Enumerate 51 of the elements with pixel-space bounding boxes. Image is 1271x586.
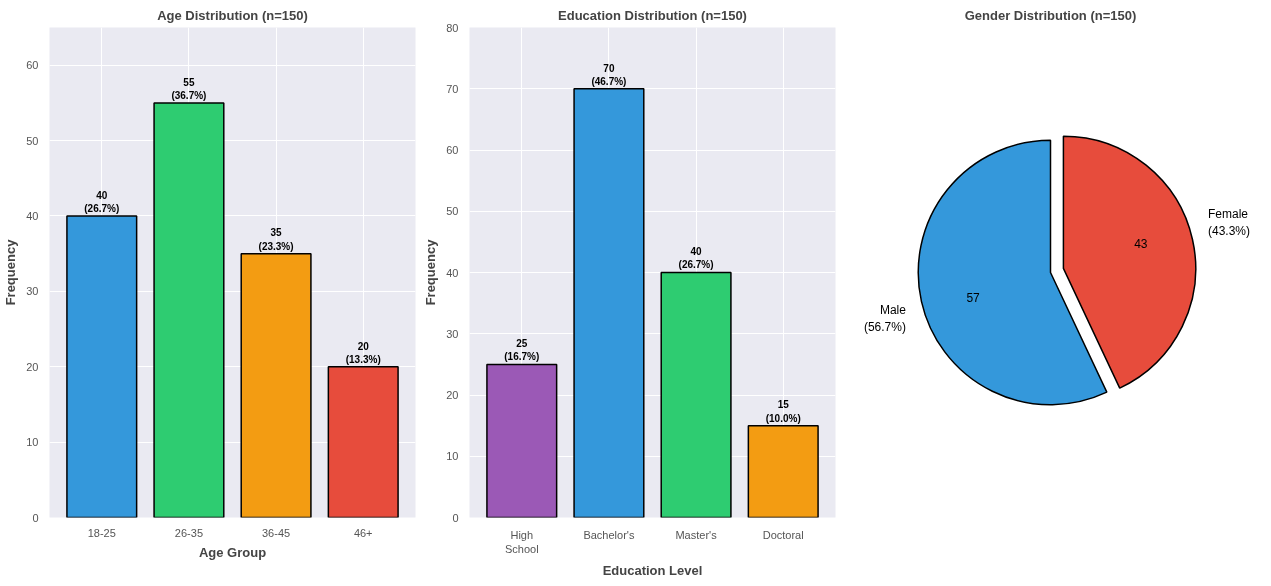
data-label: 35 (23.3%) <box>258 227 294 252</box>
bar <box>486 363 558 518</box>
bar <box>66 215 138 518</box>
slice-label: Female (43.3%) <box>1207 206 1250 238</box>
y-tick-label: 50 <box>446 205 459 218</box>
y-tick-label: 60 <box>446 144 459 156</box>
data-label: 40 (26.7%) <box>84 189 120 214</box>
y-tick-label: 0 <box>452 511 459 524</box>
bar <box>747 424 819 518</box>
chart-title: Gender Distribution (n=150) <box>964 7 1137 23</box>
y-tick-label: 50 <box>26 134 39 147</box>
x-axis-title: Age Group <box>198 544 267 560</box>
y-tick-label: 20 <box>26 360 39 373</box>
slice-label: Male (56.7%) <box>863 303 907 334</box>
y-tick-label: 40 <box>446 266 459 279</box>
y-tick-label: 60 <box>26 59 39 72</box>
chart-title: Age Distribution (n=150) <box>157 7 308 23</box>
data-label: 55 (36.7%) <box>171 76 207 101</box>
x-tick-label: 26-35 <box>174 526 203 539</box>
data-label: 25 (16.7%) <box>504 338 540 363</box>
x-tick-label: 46+ <box>353 526 373 539</box>
y-tick-label: 10 <box>446 450 459 463</box>
x-tick-label: 18-25 <box>87 526 116 539</box>
y-tick-label: 80 <box>446 21 459 34</box>
bar <box>153 102 225 518</box>
x-tick-label: Master's <box>675 528 718 541</box>
y-axis-title: Frequency <box>423 238 439 306</box>
x-tick-label: High School <box>504 528 539 555</box>
data-label: 15 (10.0%) <box>765 399 801 424</box>
y-tick-label: 0 <box>32 511 39 524</box>
data-label: 40 (26.7%) <box>678 246 714 271</box>
y-tick-label: 40 <box>26 209 39 222</box>
data-label: 20 (13.3%) <box>345 340 381 365</box>
y-axis-title: Frequency <box>3 238 19 306</box>
data-label: 43 <box>1134 237 1148 252</box>
y-tick-label: 70 <box>446 82 459 95</box>
y-tick-label: 20 <box>446 389 459 401</box>
y-tick-label: 30 <box>26 285 39 298</box>
bar <box>660 271 732 518</box>
x-tick-label: 36-45 <box>262 526 291 539</box>
y-tick-label: 10 <box>26 436 39 449</box>
bar <box>573 88 645 518</box>
x-axis-title: Education Level <box>602 562 703 578</box>
data-label: 57 <box>966 290 981 305</box>
x-tick-label: Doctoral <box>762 528 804 541</box>
y-tick-label: 30 <box>446 327 459 340</box>
bar <box>240 252 312 518</box>
bar <box>327 365 399 518</box>
chart-title: Education Distribution (n=150) <box>558 7 747 23</box>
data-label: 70 (46.7%) <box>591 62 627 87</box>
x-tick-label: Bachelor's <box>583 528 635 541</box>
